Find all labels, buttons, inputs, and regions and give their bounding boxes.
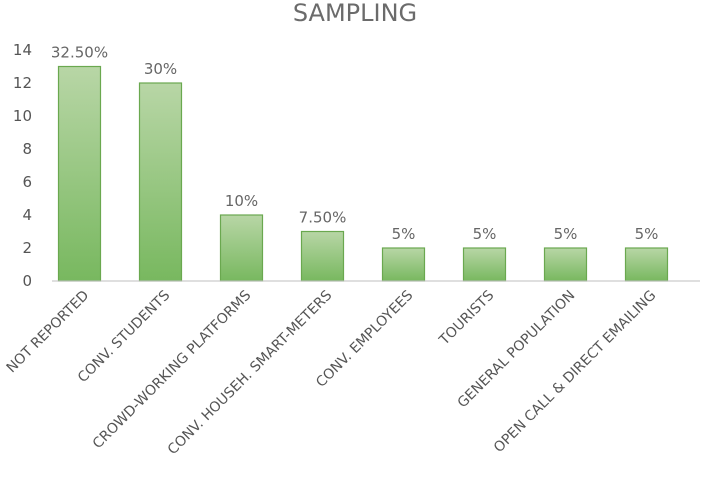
y-tick-label: 0 [22,272,32,290]
bar [543,247,588,282]
bars [57,65,669,282]
y-tick-label: 8 [22,140,32,158]
data-label: 5% [635,225,659,243]
category-label: CROWD-WORKING PLATFORMS [90,287,255,452]
data-label: 5% [473,225,497,243]
bar [219,214,264,282]
bar [462,247,507,282]
y-tick-label: 6 [22,173,32,191]
y-tick-label: 14 [13,41,32,59]
bar [57,65,102,282]
data-label: 32.50% [51,44,108,62]
data-label: 5% [554,225,578,243]
category-label: OPEN CALL & DIRECT EMAILING [491,288,659,456]
data-label: 30% [144,60,177,78]
y-tick-label: 2 [22,239,32,257]
category-label: TOURISTS [436,287,498,349]
category-label: CONV. HOUSEH. SMART-METERS [165,287,336,458]
chart-title: SAMPLING [293,0,417,27]
data-label: 7.50% [299,209,347,227]
data-label: 5% [392,225,416,243]
bar [381,247,426,282]
bar [300,230,345,282]
category-label: NOT REPORTED [4,288,93,377]
y-axis-ticks: 0 2 4 6 8 10 12 14 [13,41,32,290]
data-label: 10% [225,192,258,210]
y-tick-label: 4 [22,206,32,224]
y-tick-label: 12 [13,74,32,92]
bar [138,82,183,282]
bar [624,247,669,282]
data-labels: 32.50% 30% 10% 7.50% 5% 5% 5% 5% [51,44,659,244]
y-tick-label: 10 [13,107,32,125]
